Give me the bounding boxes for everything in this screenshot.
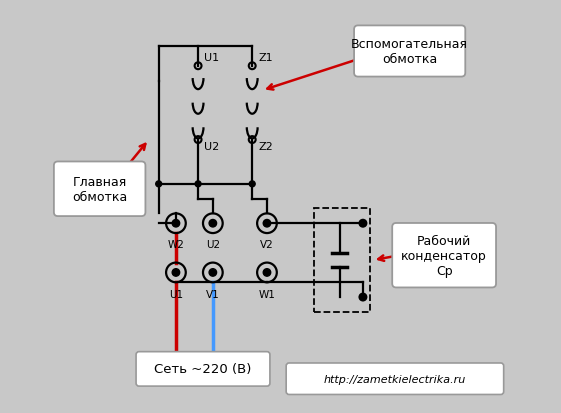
Text: Главная
обмотка: Главная обмотка	[72, 176, 127, 203]
Text: V1: V1	[206, 289, 220, 299]
Circle shape	[249, 181, 255, 188]
Circle shape	[172, 269, 180, 277]
Circle shape	[195, 181, 201, 188]
Text: Z2: Z2	[258, 141, 273, 151]
Circle shape	[263, 220, 271, 228]
Text: U1: U1	[169, 289, 183, 299]
Circle shape	[156, 181, 162, 188]
Text: V2: V2	[260, 240, 274, 250]
Text: U2: U2	[204, 141, 219, 151]
Text: http://zametkielectrika.ru: http://zametkielectrika.ru	[324, 374, 466, 384]
FancyBboxPatch shape	[136, 352, 270, 386]
Text: Рабочий
конденсатор
Ср: Рабочий конденсатор Ср	[401, 234, 487, 277]
FancyBboxPatch shape	[54, 162, 145, 216]
Text: U1: U1	[204, 53, 219, 63]
Circle shape	[172, 220, 180, 228]
Text: W1: W1	[259, 289, 275, 299]
Circle shape	[360, 221, 366, 227]
Circle shape	[360, 294, 366, 300]
Text: Z1: Z1	[258, 53, 273, 63]
Circle shape	[263, 269, 271, 277]
FancyBboxPatch shape	[354, 26, 465, 77]
Text: U2: U2	[206, 240, 220, 250]
Circle shape	[209, 269, 217, 277]
Circle shape	[209, 220, 217, 228]
Text: Сеть ~220 (В): Сеть ~220 (В)	[154, 363, 252, 375]
Bar	[314, 209, 370, 312]
Text: W2: W2	[168, 240, 185, 250]
FancyBboxPatch shape	[286, 363, 504, 394]
Text: Вспомогательная
обмотка: Вспомогательная обмотка	[351, 38, 468, 66]
FancyBboxPatch shape	[392, 223, 496, 288]
